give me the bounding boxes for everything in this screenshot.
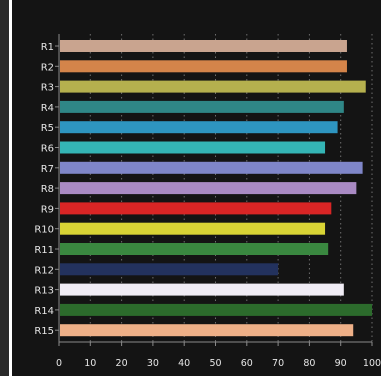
bar-r3 <box>60 80 366 93</box>
x-tick-label-40: 40 <box>178 358 190 369</box>
x-tick-label-60: 60 <box>241 358 253 369</box>
left-border-strip <box>0 0 9 376</box>
bar-r4 <box>60 100 344 113</box>
bar-r8 <box>60 182 357 195</box>
category-label-r13: R13 <box>34 286 54 297</box>
category-label-r1: R1 <box>41 42 54 53</box>
category-label-r7: R7 <box>41 164 54 175</box>
bar-r11 <box>60 243 329 255</box>
category-label-r4: R4 <box>41 103 54 114</box>
category-label-r15: R15 <box>34 326 54 337</box>
category-label-r12: R12 <box>34 265 54 276</box>
category-label-r9: R9 <box>41 204 54 215</box>
x-tick-label-20: 20 <box>116 358 128 369</box>
category-label-r14: R14 <box>34 306 54 317</box>
bar-r7 <box>60 161 363 174</box>
x-tick-label-80: 80 <box>303 358 315 369</box>
category-label-r8: R8 <box>41 184 54 195</box>
bar-r1 <box>60 40 347 52</box>
bar-r9 <box>60 202 332 215</box>
category-label-r3: R3 <box>41 83 54 94</box>
bar-r2 <box>60 60 347 73</box>
bar-r14 <box>60 303 372 316</box>
category-label-r6: R6 <box>41 144 54 155</box>
bar-r10 <box>60 222 326 235</box>
category-label-r5: R5 <box>41 123 54 134</box>
category-label-r10: R10 <box>34 225 54 236</box>
category-label-r11: R11 <box>34 245 54 256</box>
x-tick-label-100: 100 <box>363 358 381 369</box>
bar-r5 <box>60 121 338 134</box>
x-tick-label-70: 70 <box>272 358 284 369</box>
bar-r13 <box>60 283 344 296</box>
x-tick-label-30: 30 <box>147 358 159 369</box>
x-tick-label-0: 0 <box>56 358 62 369</box>
bar-r12 <box>60 263 279 276</box>
category-label-r2: R2 <box>41 62 54 73</box>
bar-r6 <box>60 141 326 154</box>
x-tick-label-10: 10 <box>84 358 96 369</box>
bar-r15 <box>60 324 354 337</box>
x-tick-label-90: 90 <box>335 358 347 369</box>
x-tick-label-50: 50 <box>209 358 221 369</box>
